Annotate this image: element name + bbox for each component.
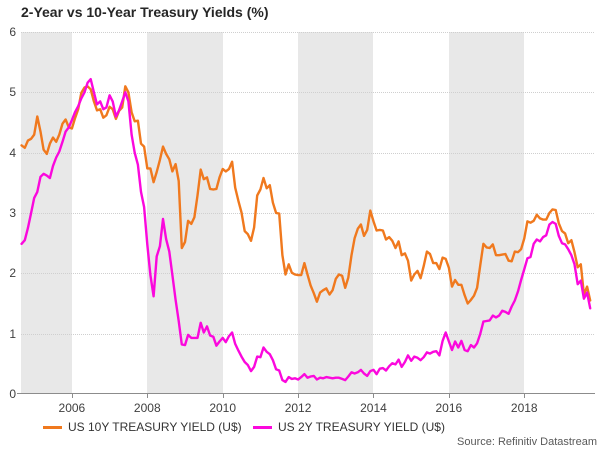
x-axis-tick-mark [222, 394, 224, 398]
gridline [21, 92, 594, 94]
y-axis-tick-label: 0 [9, 387, 16, 401]
x-axis-tick-label: 2006 [58, 401, 86, 415]
legend-item-10y: US 10Y TREASURY YIELD (U$) [43, 419, 242, 435]
gridline [21, 32, 594, 33]
legend-swatch-2y [253, 425, 272, 429]
x-axis-tick-mark [71, 394, 73, 398]
legend-item-2y: US 2Y TREASURY YIELD (U$) [253, 419, 445, 435]
legend-swatch-10y [43, 425, 62, 429]
x-axis-tick-label: 2016 [435, 401, 463, 415]
gridline [21, 152, 594, 154]
gridline [21, 213, 594, 214]
source-attribution: Source: Refinitiv Datastream [457, 436, 597, 448]
chart-title: 2-Year vs 10-Year Treasury Yields (%) [21, 4, 269, 20]
y-axis-tick-label: 4 [9, 145, 16, 160]
series-10y-line [20, 85, 592, 305]
x-axis-tick-mark [373, 394, 375, 398]
legend-label-10y: US 10Y TREASURY YIELD (U$) [68, 420, 242, 434]
x-axis-tick-label: 2010 [209, 401, 237, 415]
x-axis-line [17, 393, 595, 394]
series-2y-line [20, 77, 592, 384]
x-axis-tick-mark [298, 394, 300, 398]
plot-area [20, 32, 594, 394]
y-axis-tick-label: 2 [9, 266, 16, 281]
x-axis-tick-mark [448, 394, 450, 398]
y-axis-tick-label: 5 [9, 85, 16, 100]
gridline [21, 333, 594, 335]
x-axis-tick-label: 2014 [360, 401, 387, 415]
x-axis-tick-mark [524, 394, 526, 398]
y-axis-tick-label: 6 [9, 25, 16, 39]
x-axis-tick-mark [147, 394, 149, 398]
x-axis-tick-label: 2018 [510, 401, 538, 415]
y-axis-tick-label: 3 [9, 206, 16, 220]
legend-label-2y: US 2Y TREASURY YIELD (U$) [278, 420, 445, 434]
line-chart-svg [20, 77, 592, 384]
x-axis-tick-label: 2012 [284, 401, 312, 415]
y-axis-tick-label: 1 [9, 326, 16, 341]
x-axis-tick-label: 2008 [133, 401, 161, 415]
